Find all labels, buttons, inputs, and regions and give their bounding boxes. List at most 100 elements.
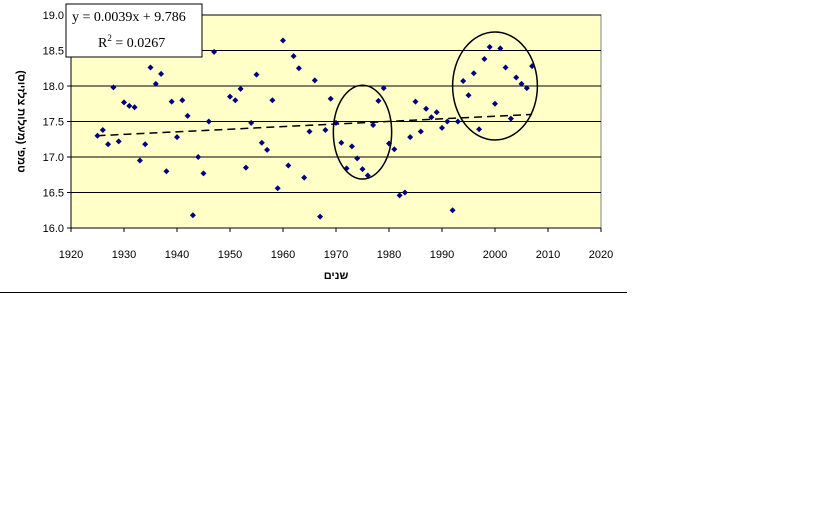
data-point (264, 146, 271, 153)
x-tick-label: 1980 (377, 249, 401, 261)
data-point (205, 118, 212, 125)
data-point (227, 93, 233, 100)
data-point (189, 212, 196, 219)
data-point (380, 85, 387, 92)
data-point (439, 124, 445, 131)
data-point (242, 164, 249, 171)
data-point (200, 170, 207, 177)
data-point (433, 109, 440, 116)
data-point (237, 85, 244, 92)
data-point (158, 70, 165, 77)
data-point (232, 97, 239, 104)
data-point (195, 154, 202, 160)
y-tick-label: 16.0 (43, 223, 64, 235)
x-tick-label: 2010 (536, 249, 560, 261)
data-point (248, 119, 255, 126)
x-ticks: 1920 1930 1940 1950 1960 1970 1980 1990 2000 2010… (59, 228, 613, 261)
data-point (110, 84, 117, 91)
data-point (121, 99, 127, 106)
x-tick-label: 1920 (59, 249, 83, 261)
data-point (269, 97, 276, 104)
data-point (295, 65, 302, 72)
data-point (502, 64, 509, 71)
x-tick-label: 1990 (430, 249, 454, 261)
data-point (131, 104, 138, 111)
data-point (152, 80, 159, 87)
data-point (211, 48, 218, 55)
data-point (99, 127, 106, 134)
x-tick-label: 1940 (165, 249, 189, 261)
data-point (290, 53, 297, 60)
data-point (518, 80, 525, 87)
equation-box: y = 0.0039x + 9.786 R2 = 0.0267 (65, 3, 203, 58)
x-tick-label: 1960 (271, 249, 295, 261)
data-point (513, 74, 520, 81)
data-point (253, 71, 260, 78)
data-point (412, 98, 419, 105)
data-point (476, 126, 483, 133)
data-point (492, 100, 498, 107)
data-point (401, 189, 408, 196)
x-tick-label: 1970 (324, 249, 348, 261)
data-point (280, 37, 286, 44)
data-point (301, 174, 308, 181)
r-squared: R2 = 0.0267 (98, 33, 165, 51)
equation-box-frame (65, 3, 203, 58)
data-point (391, 146, 398, 153)
data-point (364, 172, 371, 179)
y-tick-label: 19.0 (43, 10, 64, 22)
data-point (126, 102, 133, 109)
data-point (497, 45, 504, 52)
data-point (359, 166, 366, 173)
data-point (375, 97, 382, 104)
data-point (370, 122, 377, 129)
data-point (317, 213, 324, 220)
r-squared-prefix: R (98, 36, 108, 51)
data-point (179, 97, 186, 104)
x-tick-label: 1930 (112, 249, 136, 261)
data-point (322, 127, 329, 134)
data-point (481, 56, 488, 63)
y-ticks: 16.0 16.5 17.0 17.5 18.0 18.5 19.0 (43, 10, 71, 235)
data-point (454, 118, 461, 125)
data-point (94, 132, 101, 139)
x-tick-label: 2020 (589, 249, 613, 261)
data-point (168, 98, 175, 105)
r-squared-exponent: 2 (107, 33, 112, 43)
data-point (258, 139, 265, 146)
data-point (306, 128, 313, 135)
highlight-ellipses (332, 31, 539, 180)
y-tick-label: 17.5 (43, 117, 64, 129)
trendline (97, 113, 533, 137)
data-point (348, 143, 355, 150)
data-point (285, 162, 292, 169)
highlight-ellipse (451, 31, 539, 141)
data-point (460, 78, 467, 85)
data-point (444, 118, 451, 125)
data-point (396, 192, 403, 199)
x-tick-label: 2000 (483, 249, 507, 261)
data-point (311, 77, 318, 84)
x-tick-label: 1950 (218, 249, 242, 261)
data-point (115, 138, 122, 145)
data-point (449, 207, 456, 214)
data-point (338, 139, 345, 146)
y-axis-title: טמפ' (מעלות צלזיוס) (15, 70, 28, 172)
y-tick-label: 17.0 (43, 152, 64, 164)
data-point (105, 141, 112, 148)
y-tick-label: 16.5 (43, 188, 64, 200)
data-point (486, 43, 493, 50)
data-points (94, 37, 536, 220)
data-point (274, 185, 281, 192)
y-tick-label: 18.0 (43, 81, 64, 93)
y-tick-label: 18.5 (43, 46, 64, 58)
trendline-group (97, 113, 533, 137)
data-point (470, 70, 477, 77)
data-point (327, 95, 334, 102)
data-point (407, 134, 414, 141)
data-point (174, 134, 180, 141)
data-point (465, 92, 472, 99)
data-point (423, 105, 430, 112)
r-squared-value: = 0.0267 (112, 36, 165, 51)
